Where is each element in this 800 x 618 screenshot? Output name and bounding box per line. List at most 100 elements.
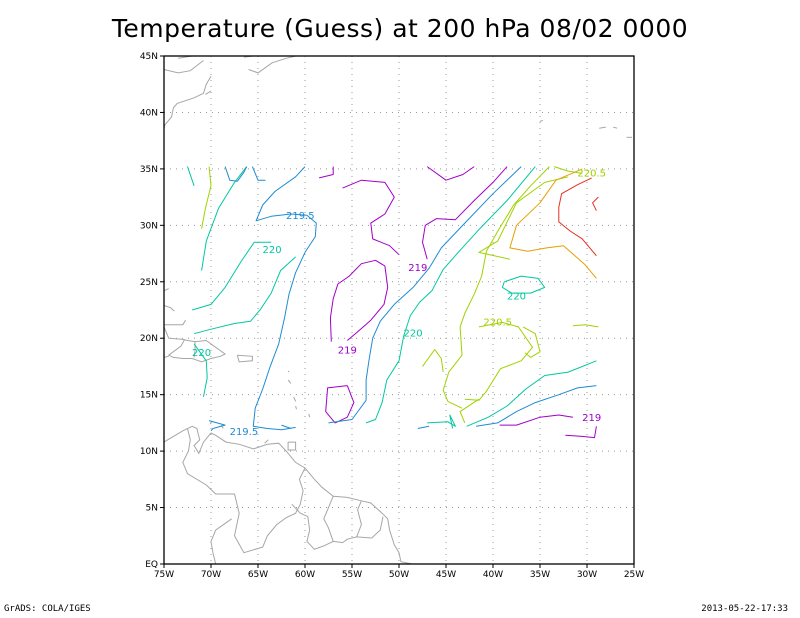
contour-line-220-5 — [464, 321, 533, 401]
x-tick-label: 70W — [201, 570, 221, 580]
footer-credit: GrADS: COLA/IGES — [4, 604, 91, 614]
contour-label: 220 — [192, 348, 211, 359]
coastline — [163, 60, 204, 74]
y-tick-label: 15N — [140, 391, 158, 401]
coastline — [163, 355, 169, 358]
coastlines — [163, 55, 633, 565]
coastline — [599, 126, 606, 129]
contour-line-220-5 — [553, 166, 583, 174]
contour-label: 219.5 — [230, 427, 259, 438]
x-tick-label: 75W — [154, 570, 174, 580]
x-tick-label: 50W — [389, 570, 409, 580]
contour-label: 219 — [582, 413, 601, 424]
contour-line-220 — [193, 256, 296, 335]
coastline — [287, 370, 290, 373]
coastline — [236, 354, 253, 363]
contour-line-219-5 — [281, 424, 292, 429]
footer-timestamp: 2013-05-22-17:33 — [701, 604, 788, 614]
x-tick-label: 40W — [483, 570, 503, 580]
gridlines — [164, 56, 634, 564]
contour-line-219 — [565, 426, 597, 439]
contour-line-219 — [422, 166, 508, 260]
y-tick-label: 20N — [140, 334, 158, 344]
coastline — [287, 441, 297, 451]
y-tick-label: 30N — [140, 221, 158, 231]
country-borders — [182, 341, 384, 565]
x-tick-label: 30W — [577, 570, 597, 580]
border-line — [182, 428, 306, 554]
contour-label: 219 — [338, 346, 357, 357]
contour-line-220 — [466, 360, 597, 427]
y-tick-label: 25N — [140, 278, 158, 288]
x-tick-label: 65W — [248, 570, 268, 580]
contour-line-220 — [365, 166, 536, 424]
contour-line-219-5 — [417, 425, 430, 429]
coastline — [163, 425, 413, 565]
x-tick-label: 55W — [342, 570, 362, 580]
coastline — [163, 326, 227, 363]
contour-labels: 220.5 219.5 220 219 220 220.5 220 219 220 219.5 21… — [192, 168, 606, 438]
contour-line-219-5 — [208, 420, 226, 432]
coastline — [308, 413, 311, 418]
contour-line-220 — [427, 414, 456, 429]
contour-line-219 — [329, 259, 389, 342]
y-tick-label: 10N — [140, 447, 158, 457]
contour-line-220 — [193, 343, 208, 397]
contour-label: 220 — [507, 291, 526, 302]
border-line — [356, 500, 362, 538]
coastline — [287, 379, 292, 384]
x-tick-label: 60W — [295, 570, 315, 580]
contour-line-220 — [192, 241, 272, 311]
contour-line-220-5 — [422, 349, 444, 373]
coastline — [209, 421, 213, 425]
coastline — [293, 396, 297, 402]
contour-line-220-5 — [522, 326, 541, 358]
contour-line-219 — [499, 414, 573, 426]
contour-line-219 — [325, 385, 355, 424]
coastline — [164, 319, 187, 326]
temperature-contours — [187, 166, 599, 439]
coastline — [248, 55, 296, 74]
y-tick-label: 5N — [146, 504, 158, 514]
y-tick-label: 45N — [140, 52, 158, 62]
contour-label: 220.5 — [577, 168, 606, 179]
coastline — [613, 126, 618, 129]
border-line — [291, 503, 384, 550]
contour-line-220-5 — [459, 398, 480, 424]
contour-line-220 — [187, 166, 195, 186]
coastline — [163, 305, 175, 312]
contour-line-219 — [426, 166, 475, 181]
contour-line-220-5 — [201, 166, 212, 229]
contour-line-219-5 — [251, 166, 266, 181]
coastline — [163, 288, 169, 292]
contour-line-219-5 — [224, 166, 248, 182]
coastline — [295, 405, 297, 410]
contour-line-221-5 — [592, 196, 599, 211]
contour-line-220 — [501, 275, 546, 294]
border-line — [210, 518, 232, 565]
contour-line-221-5 — [558, 177, 597, 257]
contour-line-219-5 — [328, 166, 522, 424]
y-axis-ticks: EQ 5N 10N 15N 20N 25N 30N 35N 40N 45N — [140, 52, 164, 570]
contour-label: 219.5 — [286, 211, 315, 222]
map-frame — [163, 55, 635, 565]
chart-title: Temperature (Guess) at 200 hPa 08/02 000… — [111, 14, 689, 43]
contour-label: 220 — [404, 329, 423, 340]
coastline — [163, 76, 212, 129]
coastline — [205, 90, 212, 95]
contour-line-220 — [201, 166, 248, 271]
contour-line-220-5 — [478, 176, 569, 260]
x-tick-label: 25W — [624, 570, 644, 580]
contour-line-220-5 — [442, 166, 550, 409]
y-tick-label: 40N — [140, 108, 158, 118]
x-axis-ticks: 75W 70W 65W 60W 55W 50W 45W 40W 35W 30W 25W — [154, 564, 644, 580]
contour-line-219 — [318, 166, 334, 179]
contour-line-219-5 — [252, 166, 317, 431]
contour-label: 219 — [408, 263, 427, 274]
y-tick-label: EQ — [145, 560, 158, 570]
coastline — [539, 119, 543, 122]
y-tick-label: 35N — [140, 165, 158, 175]
contour-line-219 — [342, 179, 400, 256]
x-tick-label: 45W — [436, 570, 456, 580]
